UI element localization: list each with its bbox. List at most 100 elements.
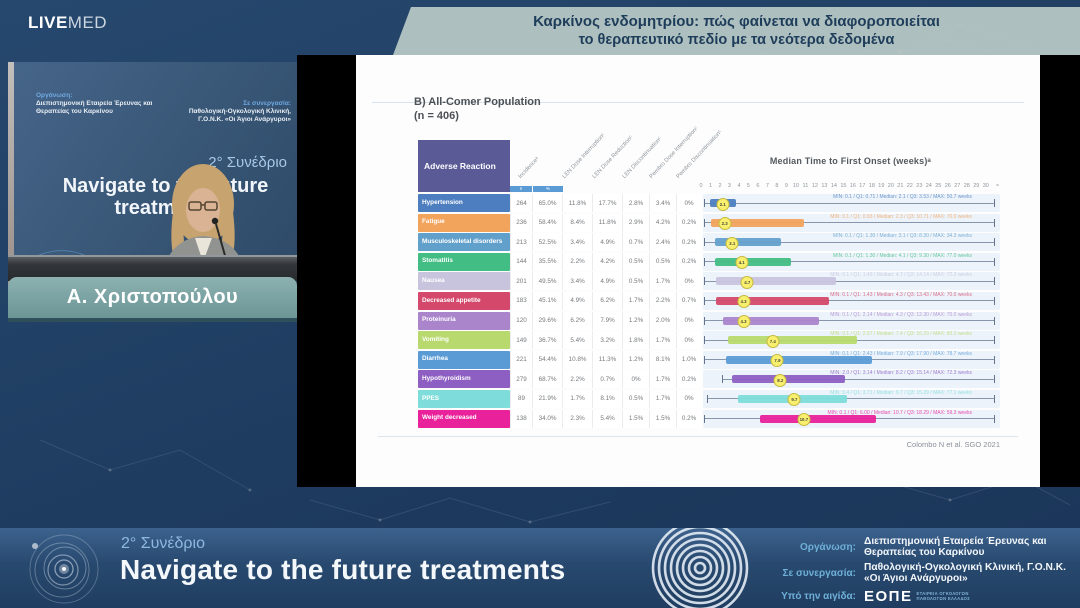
cell-value: 58.4% (532, 213, 562, 232)
cell-value: 0.2% (676, 213, 701, 232)
cell-value: 1.7% (562, 389, 592, 408)
cell-value: 1.2% (622, 311, 649, 330)
backdrop-congress-number: 2° Συνέδριο (208, 154, 287, 171)
backdrop-partner-text: Παθολογική-Ογκολογική Κλινική, Γ.Ο.Ν.Κ. … (188, 108, 291, 124)
footer-banner: 2° Συνέδριο Navigate to the future treat… (0, 528, 1080, 608)
median-marker: 4.1 (735, 256, 749, 270)
adverse-reaction-label: PPES (418, 389, 510, 408)
spiral-light-decoration (29, 534, 99, 604)
boxplot-stats-annotation: MIN: 0.1 / Q1: 2.43 / Median: 7.9 / Q3: … (830, 350, 972, 357)
iqr-box (725, 355, 872, 364)
whisker-line (703, 241, 995, 243)
cell-value: 279 (510, 370, 532, 389)
boxplot-stats-annotation: MIN: 0.1 / Q1: 2.57 / Median: 7.4 / Q3: … (830, 331, 972, 338)
whisker-line (703, 261, 995, 263)
whisker-cap-min (703, 238, 705, 247)
cell-value: 5.4% (562, 331, 592, 350)
axis-tick-label: 2 (718, 183, 722, 189)
axis-tick-label: 22 (906, 183, 913, 189)
whisker-cap-max (994, 257, 996, 266)
cell-value: 1.8% (622, 331, 649, 350)
cell-value: 1.5% (622, 409, 649, 428)
axis-tick-label: 6 (756, 183, 760, 189)
axis-tick-label: 14 (830, 183, 837, 189)
footer-credits: Οργάνωση: Διεπιστημονική Εταιρεία Έρευνα… (752, 536, 1074, 605)
table-row: Hypothyroidism 279 68.7% 2.2% 0.7% 0% 1.7% 0.2%… (418, 370, 1000, 389)
cell-value: 0% (676, 272, 701, 291)
median-marker: 4.3 (737, 295, 751, 309)
cell-value: 65.0% (532, 194, 562, 212)
session-title-line1: Καρκίνος ενδομητρίου: πώς φαίνεται να δι… (533, 12, 940, 30)
adverse-reaction-label: Vomiting (418, 331, 510, 350)
slide-video-container[interactable]: B) All-Comer Population (n = 406) Advers… (297, 55, 1080, 487)
boxplot-cell: MIN: 0.1 / Q1: 2.14 / Median: 4.3 / Q3: … (703, 311, 1000, 330)
whisker-line (703, 300, 995, 302)
footer-partner-text: Παθολογική-Ογκολογική Κλινική, Γ.Ο.Ν.Κ. … (864, 562, 1066, 584)
cell-value: 8.4% (562, 213, 592, 232)
cell-value: 2.3% (562, 409, 592, 428)
table-row: Nausea 201 49.5% 3.4% 4.9% 0.5% 1.7% 0% MIN: 0.… (418, 272, 1000, 291)
iqr-box (715, 257, 791, 266)
axis-tick-label: 0 (699, 183, 703, 189)
backdrop-partner-label: Σε συνεργασία: (243, 100, 291, 107)
axis-tick-label: 17 (859, 183, 866, 189)
cell-value: 0.5% (649, 252, 676, 271)
cell-value: 0.2% (676, 409, 701, 428)
cell-value: 89 (510, 389, 532, 408)
livemed-logo-med: MED (67, 13, 108, 32)
whisker-cap-max (994, 277, 996, 286)
axis-tick-label: 4 (737, 183, 741, 189)
boxplot-stats-annotation: MIN: 0.1 / Q1: 1.30 / Median: 3.1 / Q3: … (833, 233, 972, 240)
median-marker: 9.7 (787, 393, 801, 407)
cell-value: 0% (676, 311, 701, 330)
cell-value: 11.8% (562, 194, 592, 212)
cell-value: 0.5% (622, 252, 649, 271)
cell-value: 3.4% (562, 233, 592, 252)
adverse-reaction-label: Musculoskeletal disorders (418, 233, 510, 252)
cell-value: 149 (510, 331, 532, 350)
speaker-camera-feed[interactable]: Οργάνωση: Διεπιστημονική Εταιρεία Έρευνα… (8, 62, 297, 322)
axis-tick-label: 25 (935, 183, 942, 189)
whisker-cap-min (703, 277, 705, 286)
cell-value: 0.2% (676, 233, 701, 252)
whisker-cap-max (994, 414, 996, 423)
axis-tick-label: 7 (765, 183, 769, 189)
session-title-line2: το θεραπευτικό πεδίο με τα νεότερα δεδομ… (578, 31, 895, 48)
table-row: Vomiting 149 36.7% 5.4% 3.2% 1.8% 1.7% 0% MIN: … (418, 331, 1000, 350)
boxplot-stats-annotation: MIN: 0.1 / Q1: 6.00 / Median: 10.7 / Q3:… (827, 409, 972, 416)
cell-value: 21.9% (532, 389, 562, 408)
cell-value: 0.7% (676, 291, 701, 310)
adverse-reaction-label: Diarrhea (418, 350, 510, 369)
cell-value: 201 (510, 272, 532, 291)
table-row: Stomatitis 144 35.5% 2.2% 4.2% 0.5% 0.5% 0.2% M… (418, 252, 1000, 271)
diagonal-column-header: Incidenceᵃ (517, 156, 541, 180)
eope-logo-subtext: ΕΤΑΙΡΕΙΑ ΟΓΚΟΛΟΓΩΝ ΠΑΘΟΛΟΓΩΝ ΕΛΛΑΔΟΣ (917, 591, 971, 602)
cell-value: 11.3% (592, 350, 622, 369)
cell-value: 11.8% (592, 213, 622, 232)
cell-value: 2.2% (562, 370, 592, 389)
axis-tick-label: 15 (840, 183, 847, 189)
adverse-reaction-label: Decreased appetite (418, 291, 510, 310)
cell-value: 3.4% (562, 272, 592, 291)
cell-value: 1.2% (622, 350, 649, 369)
cell-value: 1.7% (649, 331, 676, 350)
cell-value: 120 (510, 311, 532, 330)
incidence-pct-label: % (533, 186, 563, 192)
boxplot-stats-annotation: MIN: 0.4 / Q1: 3.71 / Median: 9.7 / Q3: … (830, 389, 972, 396)
table-rows: Hypertension 264 65.0% 11.8% 17.7% 2.8% 3.4% 0%… (418, 194, 1000, 428)
table-row: PPES 89 21.9% 1.7% 8.1% 0.5% 1.7% 0% MIN: 0.4 /… (418, 389, 1000, 408)
eope-logo: ΕΟΠΕ ΕΤΑΙΡΕΙΑ ΟΓΚΟΛΟΓΩΝ ΠΑΘΟΛΟΓΩΝ ΕΛΛΑΔΟ… (864, 588, 1074, 605)
eope-logo-text: ΕΟΠΕ (864, 588, 913, 605)
cell-value: 4.9% (592, 272, 622, 291)
axis-tick-label: 10 (792, 183, 799, 189)
footer-organizer-text: Διεπιστημονική Εταιρεία Έρευνας και Θερα… (864, 536, 1047, 558)
boxplot-cell: MIN: 0.1 / Q1: 1.30 / Median: 3.1 / Q3: … (703, 233, 1000, 252)
median-marker: 4.7 (740, 275, 754, 289)
speaker-name: Α. Χριστοπούλου (66, 286, 239, 308)
cell-value: 29.6% (532, 311, 562, 330)
cell-value: 2.8% (622, 194, 649, 212)
cell-value: 54.4% (532, 350, 562, 369)
whisker-cap-max (994, 355, 996, 364)
boxplot-stats-annotation: MIN: 0.1 / Q1: 2.14 / Median: 4.3 / Q3: … (830, 311, 972, 318)
cell-value: 264 (510, 194, 532, 212)
